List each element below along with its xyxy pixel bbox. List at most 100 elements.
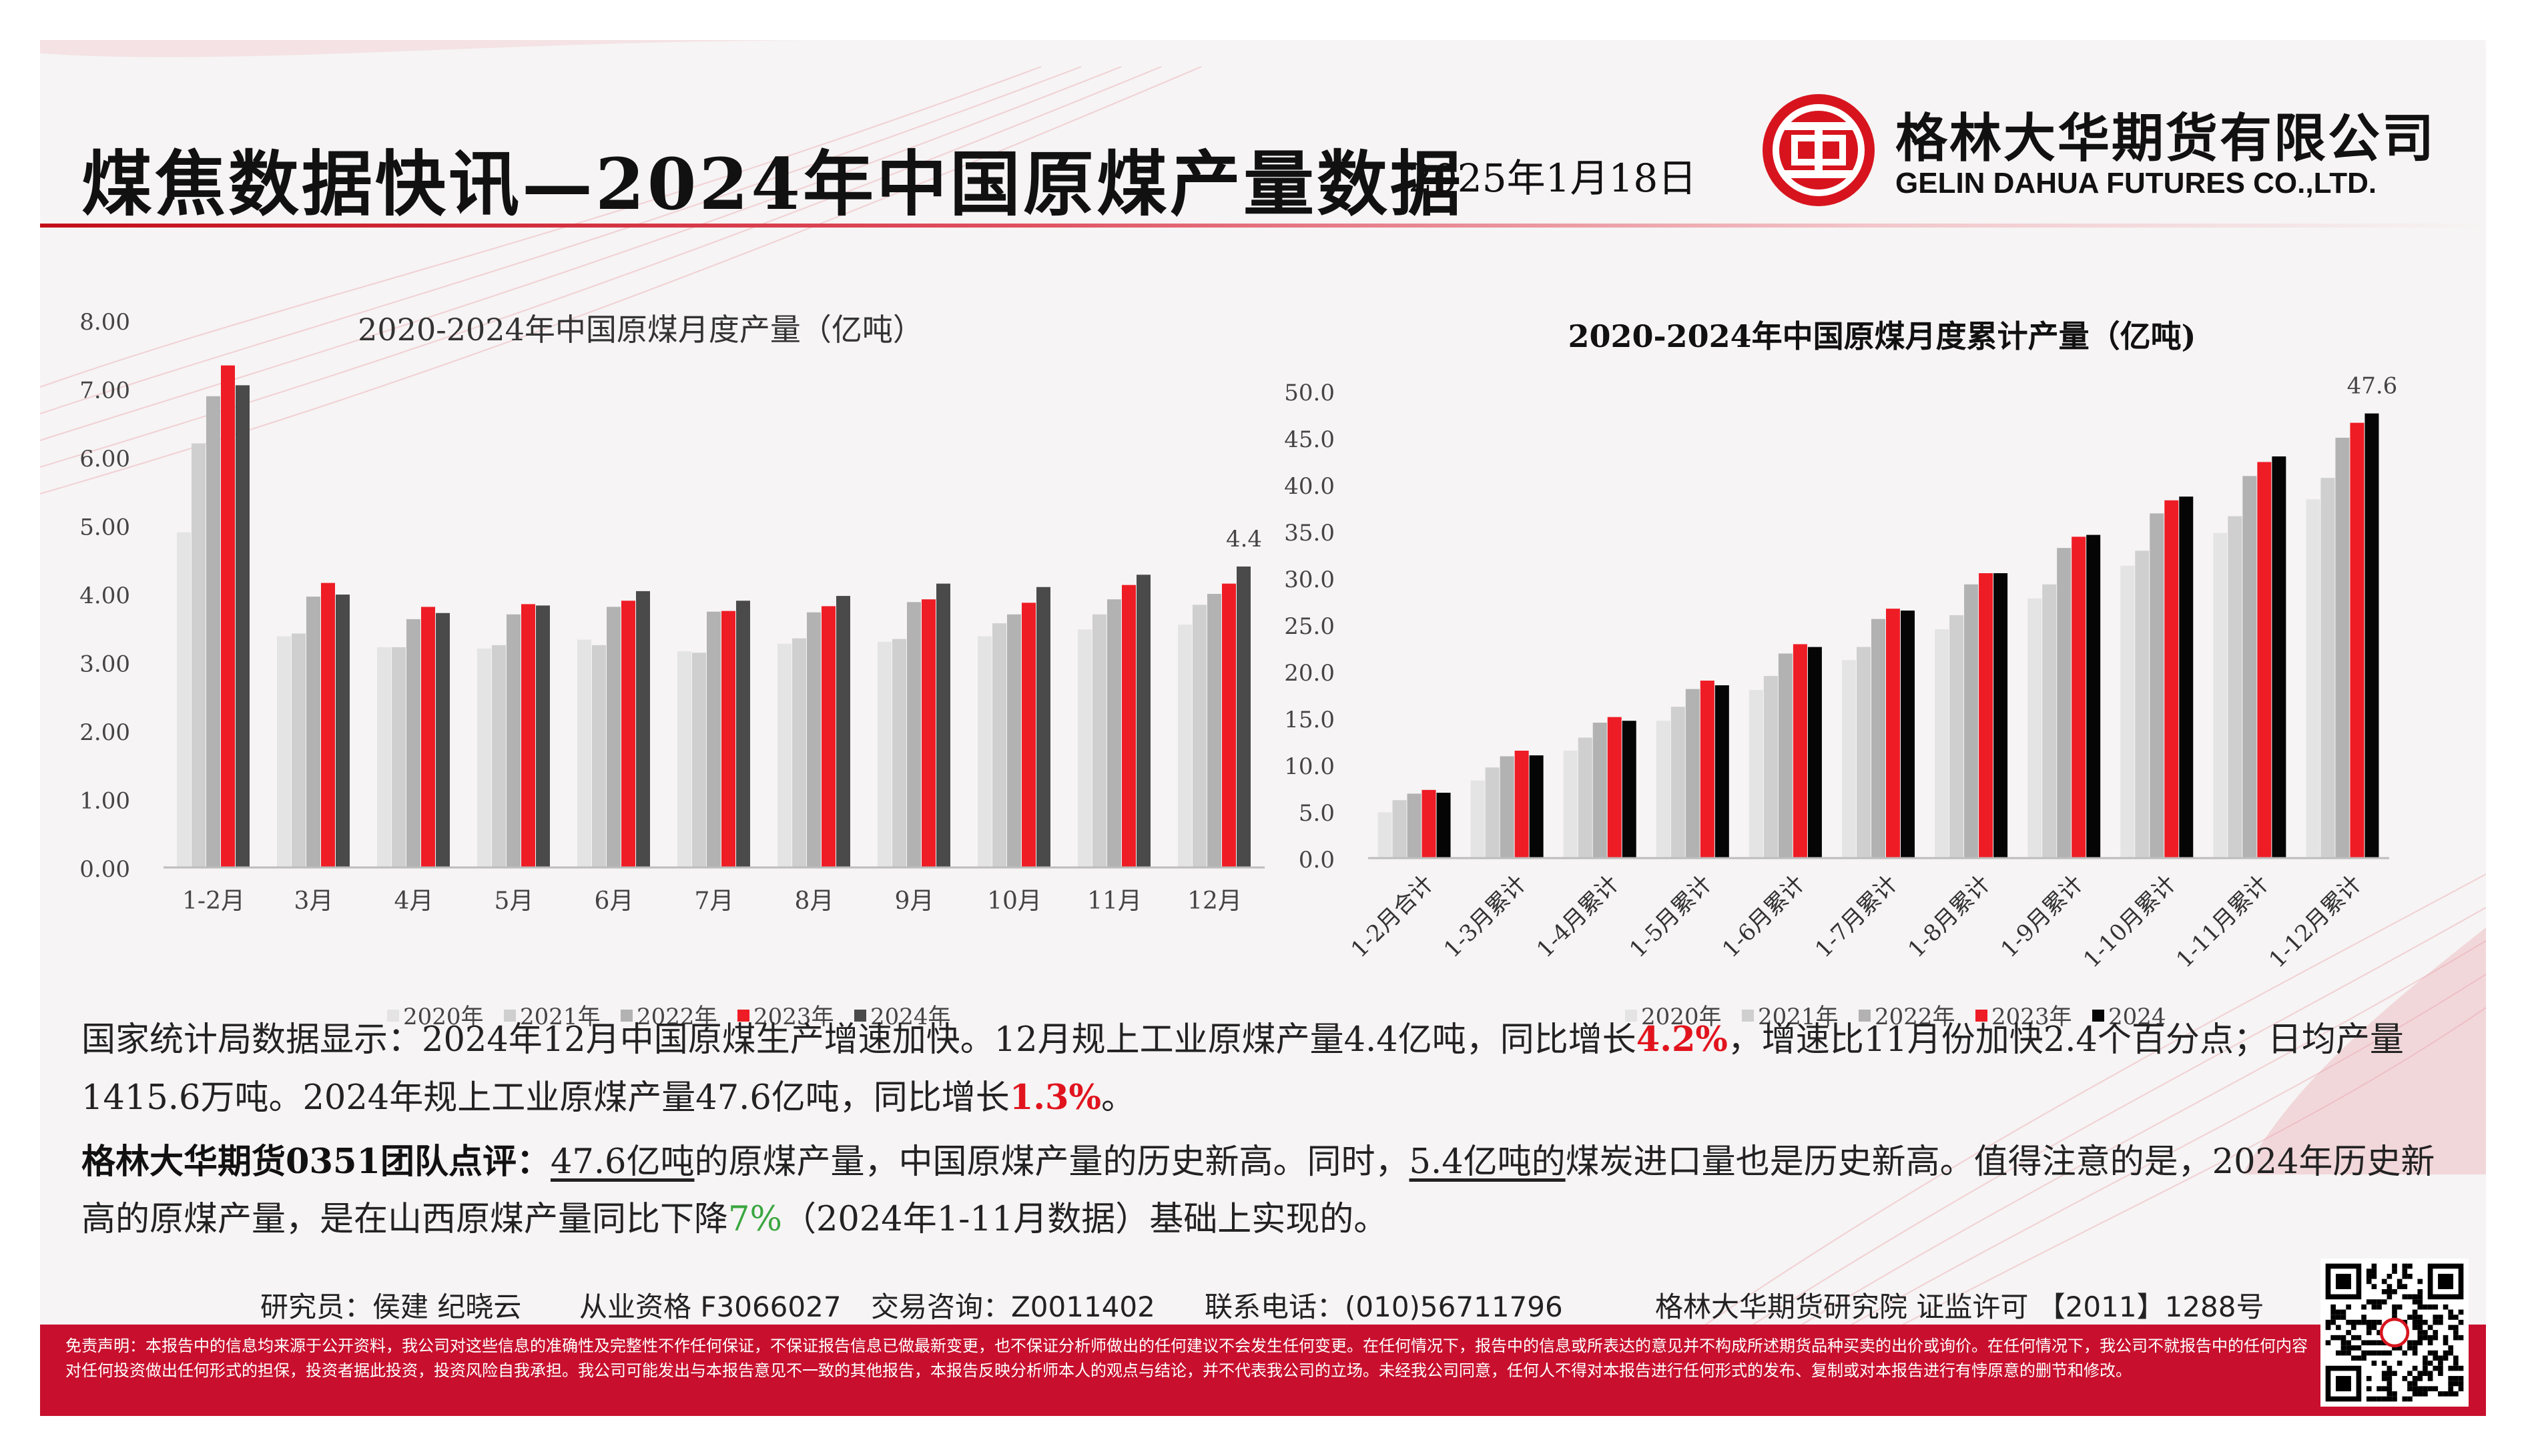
bar-2023年-4月 — [421, 607, 435, 867]
x-tick-label: 7月 — [695, 887, 734, 915]
bar-2024年-9月 — [936, 583, 950, 867]
bar-2021年-1-8月累计 — [1949, 615, 1964, 858]
x-tick-label: 1-6月累计 — [1717, 870, 1810, 963]
bar-2022年-1-2月 — [206, 396, 220, 867]
paragraph-comment: 格林大华期货0351团队点评：47.6亿吨的原煤产量，中国原煤产量的历史新高。同… — [81, 1133, 2457, 1248]
bar-2022年-12月 — [1207, 594, 1221, 867]
y-tick-label: 10.0 — [1284, 753, 1335, 780]
bar-2024年-10月 — [1036, 587, 1050, 867]
bar-2021年-1-6月累计 — [1763, 676, 1778, 858]
bar-2022年-10月 — [1007, 614, 1021, 867]
y-tick-label: 5.0 — [1299, 800, 1335, 827]
x-tick-label: 1-8月累计 — [1903, 870, 1995, 963]
chart-title: 2020-2024年中国原煤月度产量（亿吨） — [358, 312, 924, 348]
bar-2020年-1-10月累计 — [2120, 565, 2135, 858]
bar-2022年-1-4月累计 — [1592, 723, 1607, 858]
chart-title: 2020-2024年中国原煤月度累计产量（亿吨) — [1568, 318, 2196, 354]
bar-2022年-9月 — [907, 602, 921, 867]
bar-2023年-1-12月累计 — [2350, 422, 2364, 858]
bar-2024-1-9月累计 — [2086, 534, 2101, 858]
bar-2024-1-4月累计 — [1622, 721, 1636, 858]
bar-2023年-11月 — [1122, 585, 1136, 867]
legend-swatch — [1975, 1010, 1987, 1022]
page-title: 煤焦数据快讯—2024年中国原煤产量数据 — [81, 142, 1464, 226]
legend: 2020年 2021年 2022年 2023年 2024年 — [387, 1004, 951, 1030]
bar-2020年-1-11月累计 — [2213, 532, 2228, 858]
bar-2023年-1-11月累计 — [2257, 462, 2272, 858]
bar-2023年-1-3月累计 — [1514, 751, 1529, 858]
bar-2022年-1-7月累计 — [1871, 619, 1885, 858]
bar-2020年-1-12月累计 — [2306, 499, 2320, 858]
bar-2024年-1-2月 — [236, 385, 250, 867]
bar-2021年-3月 — [292, 633, 306, 867]
bar-2020年-11月 — [1078, 629, 1092, 867]
bar-2023年-1-8月累计 — [1979, 573, 1993, 858]
bar-2022年-8月 — [807, 612, 821, 867]
y-tick-label: 4.00 — [79, 583, 130, 609]
y-tick-label: 35.0 — [1284, 520, 1335, 547]
consult-number: 交易咨询：Z0011402 — [871, 1291, 1155, 1323]
bar-2020年-1-2月 — [177, 532, 191, 867]
x-tick-label: 1-7月累计 — [1810, 870, 1903, 963]
y-tick-label: 7.00 — [79, 378, 130, 404]
bar-2022年-3月 — [306, 597, 320, 867]
bar-2023年-1-2月合计 — [1422, 789, 1436, 858]
bar-2022年-11月 — [1107, 599, 1121, 867]
bar-2024-1-11月累计 — [2272, 456, 2286, 858]
data-label: 47.6 — [2347, 373, 2398, 400]
bar-2023年-8月 — [822, 606, 836, 867]
bar-2021年-6月 — [592, 645, 606, 867]
bar-2020年-1-4月累计 — [1563, 751, 1578, 858]
bar-2022年-1-3月累计 — [1500, 756, 1514, 858]
x-axis: 1-2月 3月 4月 5月 6月 7月 8月 9月 10月 11月 12月 — [164, 866, 1265, 915]
comment-lead: 格林大华期货0351团队点评： — [81, 1142, 551, 1182]
legend-label: 2023年 — [1991, 1004, 2072, 1030]
bar-2023年-6月 — [621, 601, 635, 867]
bar-2023年-1-2月 — [221, 365, 235, 867]
legend-swatch — [1742, 1010, 1754, 1022]
bar-2020年-4月 — [377, 647, 391, 867]
bar-2023年-1-6月累计 — [1793, 644, 1807, 858]
report-card: 煤焦数据快讯—2024年中国原煤产量数据 2025年1月18日 格林大华期货有限… — [40, 40, 2486, 1416]
monthly-output-chart: 2020-2024年中国原煤月度产量（亿吨） 0.00 1.00 2.00 3.00 4… — [79, 309, 1265, 1030]
x-tick-label: 1-3月累计 — [1439, 870, 1532, 963]
bar-2020年-10月 — [978, 636, 992, 867]
x-tick-label: 1-2月合计 — [1346, 870, 1439, 963]
bar-2024年-11月 — [1137, 575, 1151, 867]
legend-label: 2020年 — [403, 1004, 484, 1030]
legend-label: 2020年 — [1641, 1004, 1722, 1030]
paragraph-text: 国家统计局数据显示：2024年12月中国原煤生产增速加快。12月规上工业原煤产量… — [81, 1020, 1636, 1060]
bar-2022年-5月 — [507, 614, 521, 867]
bar-2020年-1-7月累计 — [1842, 660, 1856, 858]
x-tick-label: 3月 — [294, 887, 334, 915]
license-number: 从业资格 F3066027 — [579, 1291, 842, 1323]
y-tick-label: 2.00 — [79, 719, 130, 746]
bar-2020年-1-8月累计 — [1935, 629, 1949, 858]
bar-2022年-1-2月合计 — [1407, 793, 1422, 858]
bar-2021年-1-10月累计 — [2135, 551, 2150, 858]
legend-swatch — [1859, 1010, 1871, 1022]
y-tick-label: 50.0 — [1284, 380, 1335, 406]
report-date: 2025年1月18日 — [1408, 155, 1697, 201]
bar-2024-1-5月累计 — [1714, 685, 1729, 858]
y-tick-label: 8.00 — [79, 309, 130, 336]
y-tick-label: 6.00 — [79, 446, 130, 472]
bar-2020年-12月 — [1178, 625, 1192, 867]
legend-label: 2024 — [2108, 1004, 2166, 1030]
legend-swatch — [737, 1010, 749, 1022]
bar-2024年-6月 — [636, 591, 650, 867]
bar-2021年-1-9月累计 — [2042, 584, 2057, 858]
bar-2021年-12月 — [1193, 605, 1207, 867]
y-tick-label: 40.0 — [1284, 473, 1335, 500]
bar-2020年-5月 — [477, 649, 491, 867]
y-tick-label: 25.0 — [1284, 613, 1335, 640]
legend-swatch — [1625, 1010, 1637, 1022]
bar-2022年-4月 — [406, 619, 420, 867]
x-tick-label: 1-4月累计 — [1532, 870, 1624, 963]
bar-2024-1-6月累计 — [1807, 647, 1822, 858]
bar-2024-1-8月累计 — [1993, 573, 2008, 858]
bar-2023年-9月 — [922, 599, 936, 867]
bar-2024年-7月 — [736, 601, 750, 867]
bar-2020年-1-2月合计 — [1377, 812, 1392, 858]
disclaimer-bar: 免责声明：本报告中的信息均来源于公开资料，我公司对这些信息的准确性及完整性不作任… — [40, 1325, 2486, 1416]
